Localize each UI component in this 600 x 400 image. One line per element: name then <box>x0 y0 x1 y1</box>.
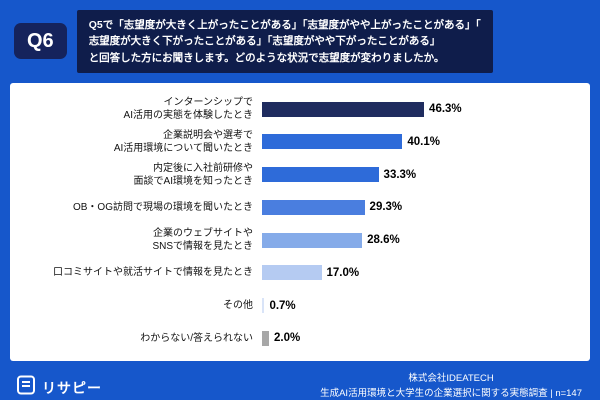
chart-row: 企業のウェブサイトや SNSで情報を見たとき 28.6% <box>14 225 580 255</box>
chart-row: 内定後に入社前研修や 面談でAI環境を知ったとき 33.3% <box>14 160 580 190</box>
bar <box>262 167 379 183</box>
category-label: OB・OG訪問で現場の環境を聞いたとき <box>72 201 253 213</box>
value-label: 33.3% <box>383 168 417 181</box>
bar-area: 28.6% <box>262 232 580 248</box>
chart-row: インターンシップで AI活用の実態を体験したとき 46.3% <box>14 94 580 124</box>
company-name: 株式会社IDEATECH <box>408 372 494 384</box>
bar-area: 46.3% <box>262 101 580 117</box>
bar <box>262 232 363 248</box>
question-line-1: Q5で「志望度が大きく上がったことがある」「志望度がやや上がったことがある」「 <box>88 19 481 31</box>
question-line-2: 志望度が大きく下がったことがある」「志望度がやや下がったことがある」 <box>88 35 441 48</box>
category-label: その他 <box>223 300 253 312</box>
value-label: 17.0% <box>326 266 360 279</box>
category-label: 企業のウェブサイトや SNSで情報を見たとき <box>152 228 253 253</box>
value-label: 28.6% <box>367 234 400 247</box>
bar <box>262 330 269 346</box>
credits: 株式会社IDEATECH 生成AI活用環境と大学生の企業選択に関する実態調査 |… <box>320 371 582 400</box>
bar-area: 33.3% <box>262 167 580 183</box>
bar <box>262 134 403 150</box>
resapi-logo-icon <box>16 375 36 400</box>
chart-row: OB・OG訪問で現場の環境を聞いたとき 29.3% <box>14 192 580 222</box>
bar-chart: インターンシップで AI活用の実態を体験したとき 46.3% 企業説明会や選考で… <box>10 82 590 361</box>
chart-row: 口コミサイトや就活サイトで情報を見たとき 17.0% <box>14 258 580 288</box>
value-label: 29.3% <box>369 201 403 214</box>
category-label: 企業説明会や選考で AI活用環境について聞いたとき <box>113 129 253 154</box>
chart-row: 企業説明会や選考で AI活用環境について聞いたとき 40.1% <box>14 127 580 157</box>
bar <box>262 265 322 281</box>
value-label: 46.3% <box>429 103 462 116</box>
category-label: 口コミサイトや就活サイトで情報を見たとき <box>53 267 253 279</box>
survey-caption: 生成AI活用環境と大学生の企業選択に関する実態調査 | n=147 <box>320 387 582 399</box>
chart-row: その他 0.7% <box>14 291 580 321</box>
bar-area: 40.1% <box>262 134 580 150</box>
value-label: 40.1% <box>407 135 440 148</box>
bar-area: 17.0% <box>262 265 580 281</box>
bar <box>262 101 425 117</box>
bar-area: 29.3% <box>262 199 580 215</box>
resapi-logo: リサピー <box>16 375 102 400</box>
category-label: わからない/答えられない <box>140 332 253 344</box>
question-line-3: と回答した方にお聞きします。どのような状況で志望度が変わりましたか。 <box>88 51 445 64</box>
value-label: 0.7% <box>269 299 296 312</box>
question-text: Q5で「志望度が大きく上がったことがある」「志望度がやや上がったことがある」「 … <box>76 10 493 73</box>
bar <box>262 199 365 215</box>
chart-row: わからない/答えられない 2.0% <box>14 323 580 353</box>
category-label: インターンシップで AI活用の実態を体験したとき <box>123 97 253 122</box>
category-label: 内定後に入社前研修や 面談でAI環境を知ったとき <box>133 162 253 187</box>
bar-area: 0.7% <box>262 298 580 314</box>
resapi-logo-text: リサピー <box>42 379 102 396</box>
question-badge: Q6 <box>14 23 67 60</box>
bar-area: 2.0% <box>262 330 580 346</box>
footer: リサピー 株式会社IDEATECH 生成AI活用環境と大学生の企業選択に関する実… <box>0 361 600 400</box>
value-label: 2.0% <box>274 332 301 345</box>
bar <box>262 298 265 314</box>
header: Q6 Q5で「志望度が大きく上がったことがある」「志望度がやや上がったことがある… <box>0 0 600 79</box>
